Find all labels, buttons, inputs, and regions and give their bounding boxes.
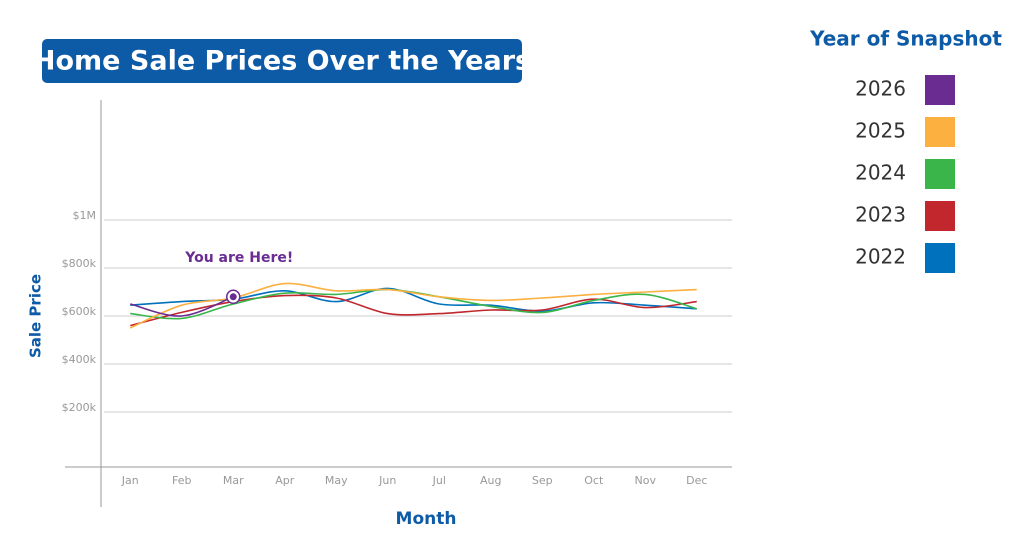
legend-label: 2026 xyxy=(855,77,906,101)
legend-swatch xyxy=(925,243,955,273)
legend-swatch xyxy=(925,159,955,189)
x-tick-label: Jul xyxy=(432,474,446,487)
x-axis-label: Month xyxy=(396,509,457,529)
current-marker xyxy=(229,293,237,301)
annotation: You are Here! xyxy=(184,250,293,266)
series-line xyxy=(130,296,234,317)
legend-label: 2025 xyxy=(855,119,906,143)
title-box xyxy=(42,39,522,83)
x-tick-label: May xyxy=(325,474,348,487)
legend-label: 2023 xyxy=(855,203,906,227)
x-tick-label: Nov xyxy=(635,474,657,487)
x-tick-label: Apr xyxy=(275,474,295,487)
x-tick-label: Sep xyxy=(532,474,553,487)
x-tick-label: Jan xyxy=(121,474,139,487)
legend-swatch xyxy=(925,201,955,231)
legend-swatch xyxy=(925,75,955,105)
legend-swatch xyxy=(925,117,955,147)
legend-label: 2024 xyxy=(855,161,906,185)
y-axis-label: Sale Price xyxy=(27,274,45,358)
x-tick-label: Oct xyxy=(584,474,604,487)
chart-title: Home Sale Prices Over the Years xyxy=(33,46,531,77)
legend-label: 2022 xyxy=(855,245,906,269)
y-tick-label: $800k xyxy=(62,257,97,270)
y-tick-label: $600k xyxy=(62,305,97,318)
y-tick-label: $200k xyxy=(62,401,97,414)
y-tick-label: $1M xyxy=(73,209,97,222)
y-tick-label: $400k xyxy=(62,353,97,366)
x-tick-label: Jun xyxy=(378,474,396,487)
x-tick-label: Aug xyxy=(480,474,501,487)
x-tick-label: Feb xyxy=(172,474,191,487)
legend-title: Year of Snapshot xyxy=(809,27,1002,51)
x-tick-label: Mar xyxy=(223,474,244,487)
x-tick-label: Dec xyxy=(686,474,707,487)
